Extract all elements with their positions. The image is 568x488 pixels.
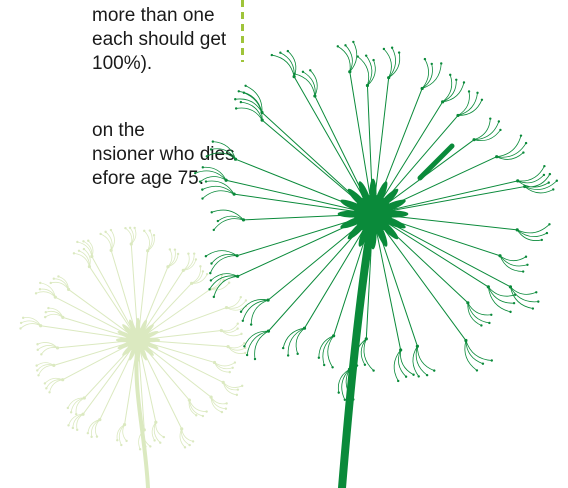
dotted-divider — [241, 0, 244, 62]
text-line: nsioner who dies — [92, 144, 235, 165]
text-line: each should get — [92, 29, 227, 50]
text-line: 100%). — [92, 53, 153, 74]
text-line: more than one — [92, 5, 215, 26]
text-line: efore age 75. — [92, 168, 204, 189]
text-line: on the — [92, 120, 145, 141]
paragraph-2: on the nsioner who dies efore age 75. — [92, 119, 235, 191]
light-dandelion-icon — [19, 226, 248, 488]
paragraph-1: more than one each should get 100%). — [92, 4, 226, 76]
dark-dandelion-icon — [194, 40, 559, 488]
